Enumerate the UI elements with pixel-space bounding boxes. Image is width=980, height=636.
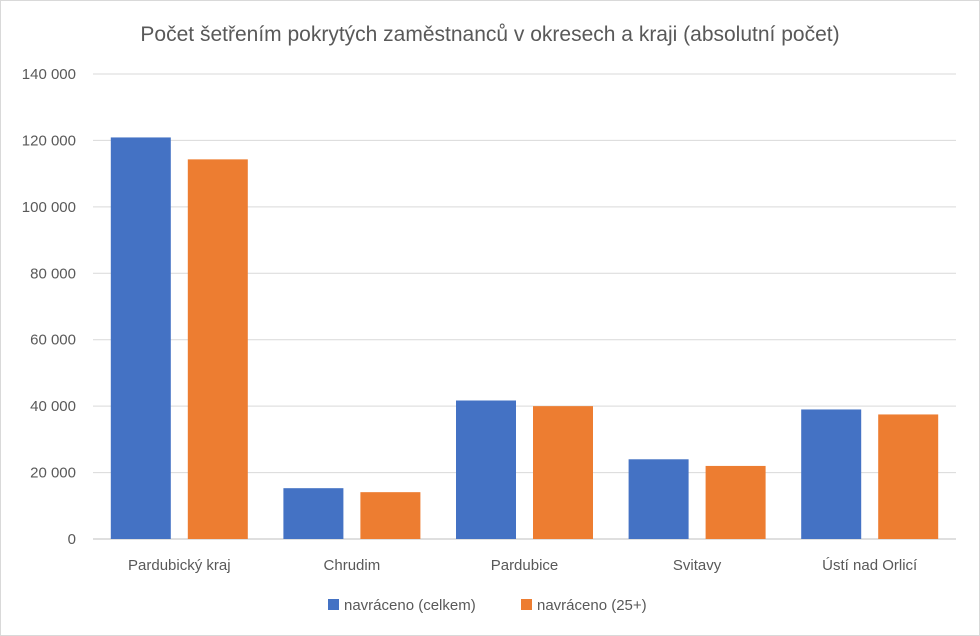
- legend-swatch: [328, 599, 339, 610]
- y-tick-label: 40 000: [30, 398, 76, 415]
- bar-celkem-0: [110, 137, 171, 540]
- legend-label: navráceno (celkem): [344, 597, 476, 614]
- bar-25plus-0: [187, 159, 248, 539]
- legend-swatch: [521, 599, 532, 610]
- x-tick-label: Pardubický kraj: [128, 557, 231, 574]
- x-tick-label: Ústí nad Orlicí: [822, 557, 918, 574]
- y-tick-label: 100 000: [22, 199, 76, 216]
- x-axis-ticks: Pardubický kraj Chrudim Pardubice Svitavy Ús…: [128, 557, 918, 574]
- bar-25plus-3: [705, 465, 766, 539]
- bars: [110, 137, 939, 540]
- y-tick-label: 140 000: [22, 66, 76, 83]
- bar-25plus-4: [878, 414, 939, 539]
- legend-label: navráceno (25+): [537, 597, 647, 614]
- y-tick-label: 20 000: [30, 465, 76, 482]
- bar-celkem-3: [628, 459, 689, 539]
- x-tick-label: Chrudim: [324, 557, 381, 574]
- y-tick-label: 60 000: [30, 332, 76, 349]
- y-axis-ticks: 0 20 000 40 000 60 000 80 000 100 000 120 000 1…: [22, 66, 76, 548]
- y-tick-label: 120 000: [22, 132, 76, 149]
- y-tick-label: 80 000: [30, 265, 76, 282]
- bar-celkem-2: [456, 400, 516, 539]
- bar-celkem-1: [283, 488, 344, 539]
- bar-25plus-2: [533, 406, 593, 539]
- y-tick-label: 0: [68, 531, 76, 548]
- x-tick-label: Svitavy: [673, 557, 722, 574]
- legend: navráceno (celkem) navráceno (25+): [328, 597, 647, 614]
- bar-celkem-4: [801, 409, 862, 539]
- chart-title: Počet šetřením pokrytých zaměstnanců v o…: [140, 23, 839, 46]
- x-tick-label: Pardubice: [491, 557, 559, 574]
- bar-25plus-1: [360, 492, 421, 539]
